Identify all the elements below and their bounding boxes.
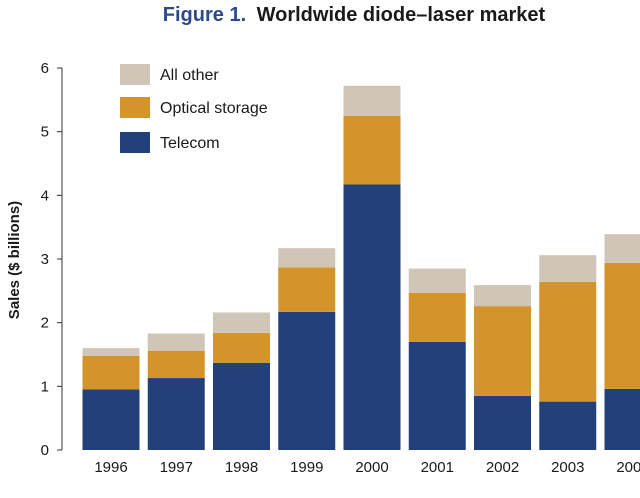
y-tick-label: 5 — [41, 124, 49, 141]
x-tick-labels: 1996 1997 1998 1999 2000 2001 2002 2003 2004 — [94, 459, 640, 476]
bar-all-other-2004 — [604, 234, 640, 263]
bar-stack-2000 — [343, 85, 401, 450]
bar-all-other-1998 — [213, 312, 270, 333]
bar-stack-2001 — [408, 268, 466, 450]
y-ticks: 0 1 2 3 4 5 6 — [41, 60, 62, 459]
bar-telecom-2003 — [539, 401, 597, 450]
bar-telecom-2002 — [474, 395, 531, 450]
bar-stack-1997 — [147, 333, 205, 450]
legend-label-telecom: Telecom — [160, 135, 220, 152]
bar-telecom-1999 — [278, 311, 336, 450]
chart-title-main: Worldwide diode–laser market — [257, 4, 546, 26]
y-tick-label: 4 — [41, 187, 49, 204]
bar-optical-storage-2000 — [343, 115, 401, 185]
legend-label-all-other: All other — [160, 67, 219, 84]
x-tick-label: 1997 — [160, 459, 193, 476]
x-tick-label: 1999 — [290, 459, 323, 476]
bar-all-other-2002 — [474, 285, 531, 307]
y-tick-label: 3 — [41, 251, 49, 268]
bar-optical-storage-2003 — [539, 281, 597, 402]
bar-telecom-1996 — [82, 389, 140, 450]
x-tick-label: 2004 — [616, 459, 640, 476]
bar-all-other-1996 — [82, 348, 140, 356]
y-tick-label: 6 — [41, 60, 49, 77]
bar-optical-storage-1998 — [213, 332, 270, 363]
bar-optical-storage-2002 — [474, 306, 531, 396]
bar-optical-storage-2001 — [408, 292, 466, 342]
bar-telecom-1997 — [147, 378, 205, 450]
bar-telecom-1998 — [213, 362, 270, 450]
bar-all-other-2003 — [539, 255, 597, 282]
x-tick-label: 2002 — [486, 459, 519, 476]
bars — [82, 85, 640, 450]
legend-swatch-telecom — [120, 132, 150, 153]
bar-stack-2002 — [474, 285, 531, 450]
bar-optical-storage-1996 — [82, 355, 140, 390]
bar-stack-1996 — [82, 348, 140, 450]
bar-stack-1999 — [278, 248, 336, 450]
y-axis-label: Sales ($ billions) — [6, 201, 23, 319]
y-tick-label: 0 — [41, 442, 49, 459]
bar-all-other-2001 — [408, 268, 466, 293]
x-tick-label: 1996 — [94, 459, 127, 476]
bar-stack-1998 — [213, 312, 270, 450]
legend-label-optical-storage: Optical storage — [160, 100, 268, 117]
bar-telecom-2001 — [408, 341, 466, 450]
bar-telecom-2004 — [604, 388, 640, 450]
bar-optical-storage-1999 — [278, 267, 336, 312]
bar-all-other-2000 — [343, 85, 401, 116]
chart-title-prefix: Figure 1. — [163, 4, 246, 26]
bar-stack-2003 — [539, 255, 597, 450]
legend-swatch-optical-storage — [120, 97, 150, 118]
chart-title: Figure 1. Worldwide diode–laser market — [163, 4, 546, 26]
legend-swatch-all-other — [120, 64, 150, 85]
y-tick-label: 1 — [41, 378, 49, 395]
bar-all-other-1999 — [278, 248, 336, 268]
bar-optical-storage-2004 — [604, 262, 640, 389]
x-tick-label: 2003 — [551, 459, 584, 476]
bar-stack-2004 — [604, 234, 640, 450]
bar-telecom-2000 — [343, 184, 401, 450]
x-tick-label: 2001 — [421, 459, 454, 476]
x-tick-label: 1998 — [225, 459, 258, 476]
y-tick-label: 2 — [41, 315, 49, 332]
bar-all-other-1997 — [147, 333, 205, 351]
x-tick-label: 2000 — [355, 459, 388, 476]
bar-optical-storage-1997 — [147, 350, 205, 379]
legend: All other Optical storage Telecom — [120, 64, 268, 153]
